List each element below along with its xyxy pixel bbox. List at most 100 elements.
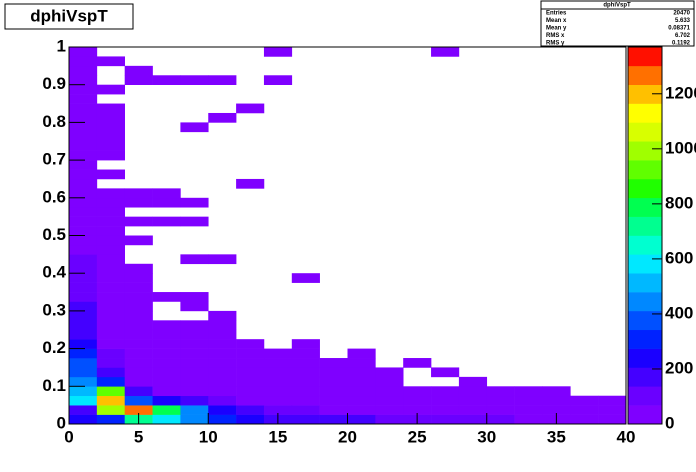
cell xyxy=(208,367,237,378)
cell xyxy=(152,292,181,302)
cell xyxy=(96,150,125,161)
cell xyxy=(124,320,153,331)
cell xyxy=(291,367,320,378)
palette-band xyxy=(628,122,662,142)
cell xyxy=(69,339,98,349)
cell xyxy=(69,348,98,359)
cell xyxy=(208,254,237,265)
cell xyxy=(96,84,125,95)
z-tick-label: 1200 xyxy=(665,83,696,102)
palette-band xyxy=(628,386,662,406)
palette-band xyxy=(628,47,662,67)
cell xyxy=(236,367,265,378)
cell xyxy=(124,395,153,406)
cell xyxy=(486,405,515,415)
cell xyxy=(152,216,181,227)
y-tick-label: 1 xyxy=(57,36,66,55)
cell xyxy=(263,75,293,85)
palette-band xyxy=(628,292,662,312)
cell xyxy=(236,178,265,189)
cell xyxy=(96,367,125,378)
x-tick-label: 25 xyxy=(408,427,427,446)
cell xyxy=(124,329,153,340)
cell xyxy=(152,358,181,368)
x-tick-label: 20 xyxy=(338,427,357,446)
palette-band xyxy=(628,310,662,331)
palette-band xyxy=(628,348,662,368)
cell xyxy=(96,339,125,349)
cell xyxy=(69,282,98,293)
cell xyxy=(124,292,153,302)
cell xyxy=(180,122,209,133)
title-box xyxy=(4,3,134,30)
cell xyxy=(124,263,153,274)
x-tick-label: 0 xyxy=(64,427,73,446)
stats-label: Mean y xyxy=(546,26,567,32)
cell xyxy=(180,405,209,415)
cell xyxy=(69,65,98,76)
cell xyxy=(69,103,98,114)
cell xyxy=(96,320,125,331)
cell xyxy=(124,273,153,283)
stats-value: 0.08371 xyxy=(668,26,690,32)
cell xyxy=(96,112,125,123)
cell xyxy=(124,386,153,397)
palette-band xyxy=(628,197,662,217)
z-tick-label: 200 xyxy=(665,358,693,377)
cell xyxy=(96,376,125,387)
z-tick-label: 0 xyxy=(665,413,674,432)
cell xyxy=(403,386,432,397)
cell xyxy=(96,141,125,151)
cell xyxy=(347,358,376,368)
cell xyxy=(208,339,237,349)
cell xyxy=(124,216,153,227)
stats-value: 6.702 xyxy=(675,33,691,39)
cell xyxy=(458,395,488,406)
y-tick-label: 0.8 xyxy=(42,112,66,131)
cell xyxy=(598,395,627,406)
cell xyxy=(263,348,293,359)
cell xyxy=(236,339,265,349)
cell xyxy=(263,405,293,415)
cell xyxy=(96,386,125,397)
cell xyxy=(291,339,320,349)
cell xyxy=(69,226,98,236)
y-tick-label: 0.6 xyxy=(42,187,66,206)
cell xyxy=(152,75,181,85)
cell xyxy=(431,367,460,378)
cell xyxy=(69,320,98,331)
cell xyxy=(375,395,404,406)
cell xyxy=(236,358,265,368)
cell xyxy=(96,358,125,368)
cell xyxy=(347,386,376,397)
y-tick-label: 0.5 xyxy=(42,225,66,244)
cell xyxy=(180,329,209,340)
palette-border xyxy=(627,46,663,425)
stats-value: 0.1192 xyxy=(672,41,691,47)
cell xyxy=(347,367,376,378)
cell xyxy=(96,244,125,255)
cell xyxy=(431,414,460,425)
cell xyxy=(347,348,376,359)
cell xyxy=(69,94,98,104)
cell xyxy=(542,386,571,397)
cell xyxy=(431,395,460,406)
cell xyxy=(124,376,153,387)
cell xyxy=(542,405,571,415)
cell xyxy=(431,47,460,57)
cell xyxy=(486,414,515,425)
cell xyxy=(347,405,376,415)
cell xyxy=(180,301,209,312)
cell xyxy=(124,358,153,368)
cell xyxy=(152,395,181,406)
cell xyxy=(291,376,320,387)
cell xyxy=(69,75,98,85)
y-tick-label: 0.7 xyxy=(42,150,66,169)
y-tick-label: 0.1 xyxy=(42,376,66,395)
cell xyxy=(598,405,627,415)
cell xyxy=(96,216,125,227)
cell xyxy=(152,320,181,331)
cell xyxy=(263,386,293,397)
cell xyxy=(347,414,376,425)
